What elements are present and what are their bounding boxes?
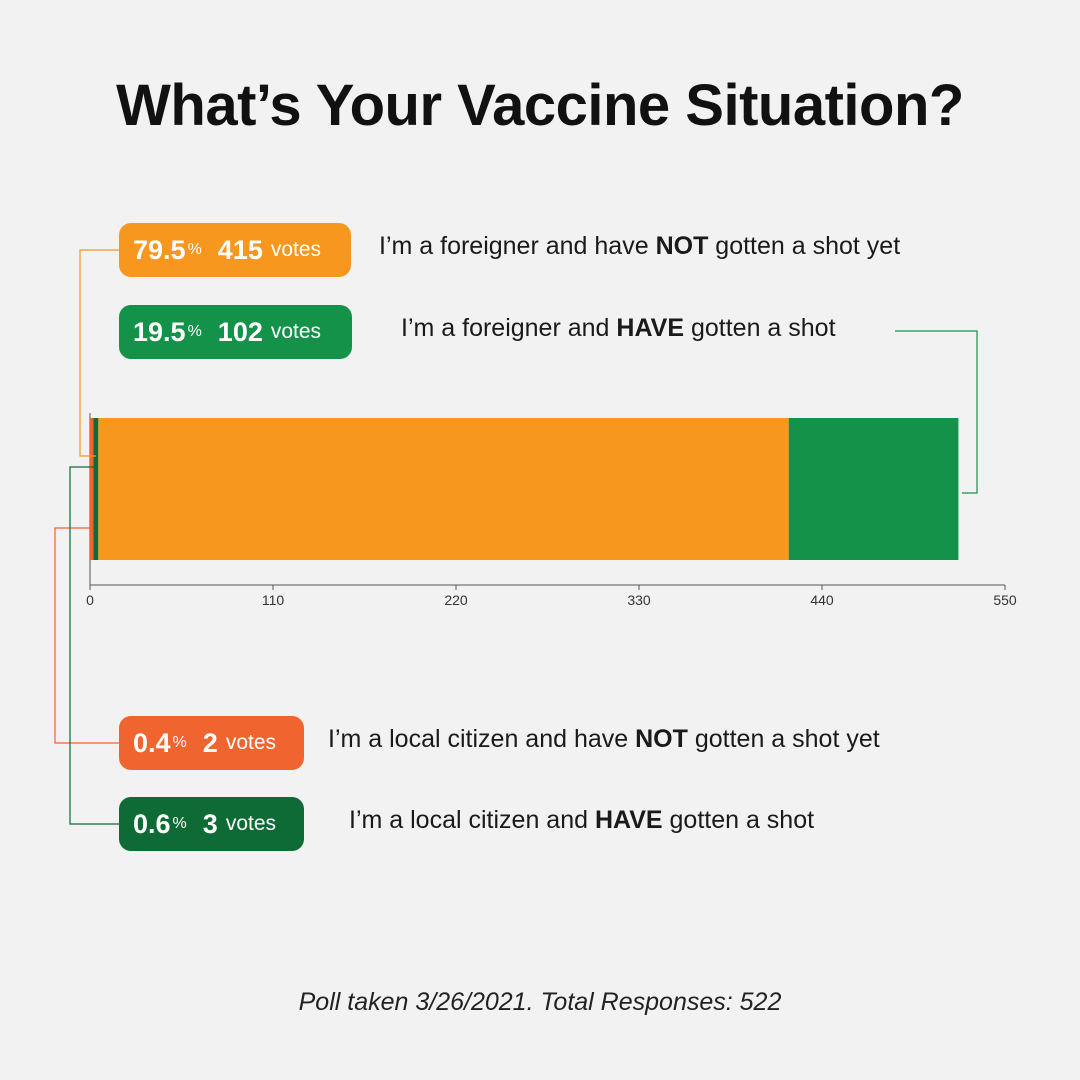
poll-footnote: Poll taken 3/26/2021. Total Responses: 5… (298, 988, 782, 1016)
leader-line-foreigner-have (895, 330, 978, 494)
badge-percent-sign: % (172, 815, 187, 832)
label-foreigner-have: I’m a foreigner and HAVE gotten a shot (401, 314, 836, 342)
chart-title: What’s Your Vaccine Situation? (116, 73, 964, 138)
bar-segment (93, 418, 99, 560)
leader-line-local-not (54, 527, 119, 744)
badge-vote-count: 2 (202, 727, 218, 758)
x-tick-label: 220 (444, 592, 468, 608)
bar-segment (90, 418, 94, 560)
badge-foreigner-not: 79.5% 415 votes (119, 223, 351, 277)
x-tick-label: 330 (627, 592, 651, 608)
badge-votes-word: votes (270, 238, 322, 261)
bar-segment (98, 418, 789, 560)
badge-votes-word: votes (225, 731, 277, 754)
label-local-not: I’m a local citizen and have NOT gotten … (328, 725, 880, 753)
x-tick-label: 550 (993, 592, 1017, 608)
bar-segment (788, 418, 959, 560)
leader-line-foreigner-not (79, 249, 119, 457)
label-local-have: I’m a local citizen and HAVE gotten a sh… (349, 806, 815, 834)
badge-percent: 79.5 (133, 234, 186, 265)
badge-local-have: 0.6% 3 votes (119, 797, 304, 851)
badge-local-not: 0.4% 2 votes (119, 716, 304, 770)
badge-votes-word: votes (225, 812, 277, 835)
badge-votes-word: votes (270, 320, 322, 343)
badge-percent: 0.4 (133, 727, 171, 758)
badge-percent-sign: % (187, 323, 202, 340)
leader-line-local-have (69, 466, 119, 825)
badge-percent: 19.5 (133, 316, 186, 347)
badge-vote-count: 3 (202, 808, 218, 839)
label-foreigner-not: I’m a foreigner and have NOT gotten a sh… (379, 232, 901, 260)
badge-percent: 0.6 (133, 808, 171, 839)
badge-percent-sign: % (187, 241, 202, 258)
x-tick-label: 440 (810, 592, 834, 608)
badge-vote-count: 415 (217, 234, 263, 265)
badge-vote-count: 102 (217, 316, 263, 347)
x-tick-label: 110 (262, 592, 285, 608)
badge-foreigner-have: 19.5% 102 votes (119, 305, 352, 359)
x-tick-label: 0 (86, 592, 94, 608)
badge-percent-sign: % (172, 734, 187, 751)
